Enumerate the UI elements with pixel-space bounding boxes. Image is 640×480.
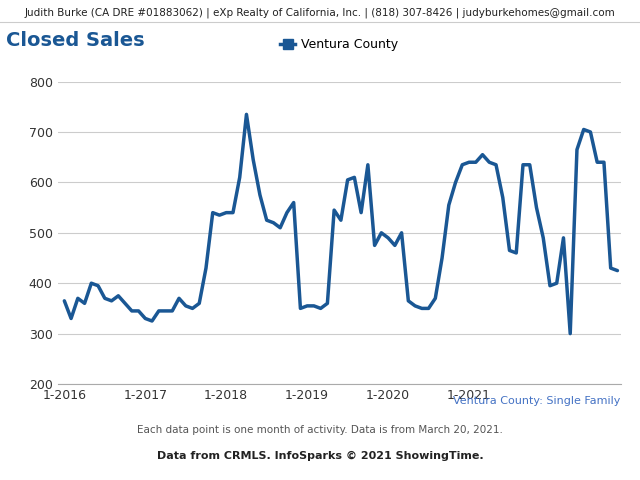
Legend: Ventura County: Ventura County (275, 34, 403, 57)
Text: Ventura County: Single Family: Ventura County: Single Family (453, 396, 621, 406)
Text: Each data point is one month of activity. Data is from March 20, 2021.: Each data point is one month of activity… (137, 425, 503, 435)
Text: Closed Sales: Closed Sales (6, 31, 145, 50)
Text: Data from CRMLS. InfoSparks © 2021 ShowingTime.: Data from CRMLS. InfoSparks © 2021 Showi… (157, 451, 483, 461)
Text: Judith Burke (CA DRE #01883062) | eXp Realty of California, Inc. | (818) 307-842: Judith Burke (CA DRE #01883062) | eXp Re… (24, 7, 616, 18)
